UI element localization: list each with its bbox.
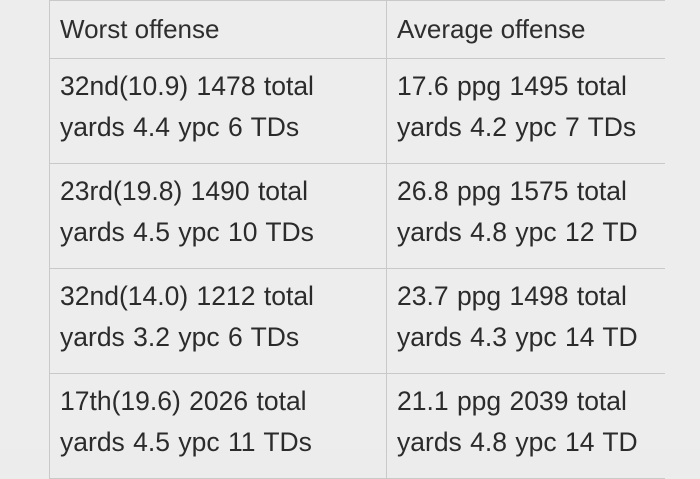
table-header-row: Worst offense Average offense — [49, 0, 665, 59]
table-cell-worst: 32nd(10.9) 1478 total yards 4.4 ypc 6 TD… — [49, 58, 387, 164]
table-cell-average: 26.8 ppg 1575 total yards 4.8 ypc 12 TD — [386, 163, 665, 269]
table-row: 17th(19.6) 2026 total yards 4.5 ypc 11 T… — [49, 373, 665, 479]
table-row: 23rd(19.8) 1490 total yards 4.5 ypc 10 T… — [49, 163, 665, 269]
table-row: 32nd(10.9) 1478 total yards 4.4 ypc 6 TD… — [49, 58, 665, 164]
cell-text: 17th(19.6) 2026 total yards 4.5 ypc 11 T… — [60, 386, 312, 457]
cell-text: 32nd(14.0) 1212 total yards 3.2 ypc 6 TD… — [60, 281, 314, 352]
table-cell-worst: 23rd(19.8) 1490 total yards 4.5 ypc 10 T… — [49, 163, 387, 269]
cell-text: 32nd(10.9) 1478 total yards 4.4 ypc 6 TD… — [60, 71, 314, 142]
offense-comparison-table: Worst offense Average offense 32nd(10.9)… — [49, 0, 665, 479]
cell-text: 21.1 ppg 2039 total yards 4.8 ypc 14 TD — [397, 386, 638, 457]
table-cell-average: 23.7 ppg 1498 total yards 4.3 ypc 14 TD — [386, 268, 665, 374]
cell-text: 17.6 ppg 1495 total yards 4.2 ypc 7 TDs — [397, 71, 637, 142]
table-cell-worst: 17th(19.6) 2026 total yards 4.5 ypc 11 T… — [49, 373, 387, 479]
table-row: 32nd(14.0) 1212 total yards 3.2 ypc 6 TD… — [49, 268, 665, 374]
cell-text: 23rd(19.8) 1490 total yards 4.5 ypc 10 T… — [60, 176, 314, 247]
header-worst-offense: Worst offense — [49, 0, 387, 59]
header-average-offense: Average offense — [386, 0, 665, 59]
cell-text: 26.8 ppg 1575 total yards 4.8 ypc 12 TD — [397, 176, 638, 247]
cell-text: 23.7 ppg 1498 total yards 4.3 ypc 14 TD — [397, 281, 638, 352]
page: Worst offense Average offense 32nd(10.9)… — [49, 0, 665, 479]
table-cell-average: 21.1 ppg 2039 total yards 4.8 ypc 14 TD — [386, 373, 665, 479]
table-cell-average: 17.6 ppg 1495 total yards 4.2 ypc 7 TDs — [386, 58, 665, 164]
table-cell-worst: 32nd(14.0) 1212 total yards 3.2 ypc 6 TD… — [49, 268, 387, 374]
